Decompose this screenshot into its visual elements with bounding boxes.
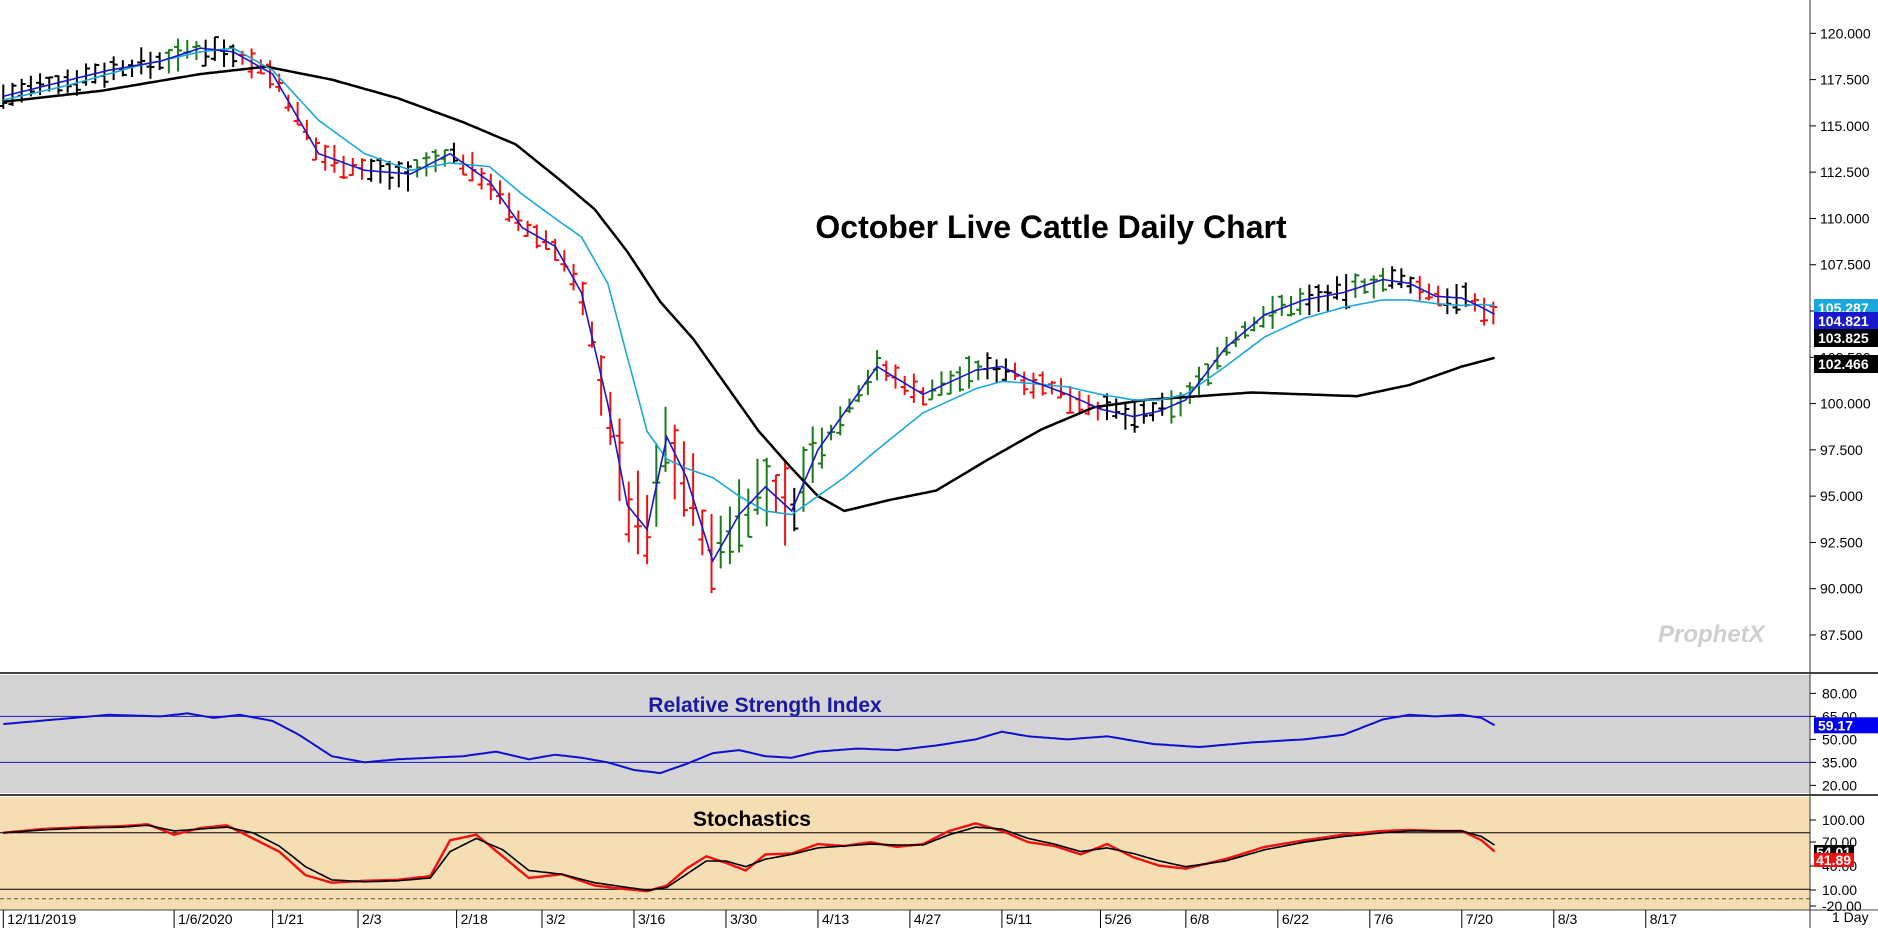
x-tick-label: 5/11: [1006, 911, 1032, 927]
chart-title: October Live Cattle Daily Chart: [815, 209, 1287, 245]
stochastics-tick-label: -20.00: [1822, 898, 1862, 914]
x-tick-label: 1/21: [277, 911, 304, 927]
price-tick-label: 97.500: [1820, 442, 1863, 458]
x-tick-label: 1/6/2020: [178, 911, 233, 927]
rsi-panel: [0, 675, 1810, 793]
rsi-tick-label: 50.00: [1822, 731, 1857, 747]
price-tick-label: 120.000: [1820, 25, 1871, 41]
rsi-line: [3, 712, 1496, 775]
price-tag: [1814, 312, 1878, 330]
price-tag-label: 104.821: [1818, 313, 1869, 329]
rsi-background: [0, 675, 1810, 793]
indicator-lines: [3, 47, 1496, 893]
price-tag: [1814, 355, 1878, 373]
ma-fast-line: [3, 47, 1495, 563]
x-tick-label: 7/20: [1466, 911, 1493, 927]
x-tick-label: 8/3: [1558, 911, 1578, 927]
stochastics-value-tag: [1814, 853, 1854, 867]
price-tag: [1814, 329, 1878, 347]
price-tick-label: 87.500: [1820, 627, 1863, 643]
x-tick-label: 3/16: [638, 911, 665, 927]
price-tick-label: 110.000: [1820, 210, 1870, 226]
rsi-tick-label: 20.00: [1822, 777, 1857, 793]
ma-medium-line: [3, 47, 1495, 516]
ma-slow-line: [3, 65, 1495, 513]
stochastics-k-line: [3, 822, 1496, 893]
rsi-tick-label: 35.00: [1822, 754, 1857, 770]
x-tick-label: 2/18: [461, 911, 488, 927]
x-tick-label: 5/26: [1104, 911, 1131, 927]
stochastics-tick-label: 10.00: [1822, 882, 1857, 898]
x-tick-label: 4/27: [914, 911, 941, 927]
price-tick-label: 90.000: [1820, 581, 1863, 597]
price-tick-label: 107.500: [1820, 257, 1871, 273]
x-tick-label: 8/17: [1650, 911, 1677, 927]
stochastics-title: Stochastics: [693, 808, 811, 831]
timeframe-label: 1 Day: [1832, 909, 1869, 925]
x-tick-label: 12/11/2019: [7, 911, 76, 927]
price-tag-label: 102.466: [1818, 356, 1869, 372]
x-tick-label: 2/3: [362, 911, 382, 927]
stochastics-background: [0, 797, 1810, 910]
price-tag-label: 103.825: [1818, 330, 1869, 346]
stochastics-tick-label: 100.00: [1822, 812, 1865, 828]
stochastics-d-line: [3, 824, 1496, 892]
price-tick-label: 112.500: [1820, 164, 1870, 180]
prophetx-watermark: ProphetX: [1658, 621, 1767, 648]
price-tick-label: 117.500: [1820, 72, 1870, 88]
x-tick-label: 4/13: [822, 911, 849, 927]
stochastics-value-label: 41.89: [1816, 852, 1851, 868]
rsi-value-tag: [1814, 717, 1878, 734]
rsi-title: Relative Strength Index: [648, 694, 882, 717]
x-tick-label: 3/2: [546, 911, 566, 927]
rsi-value-label: 59.17: [1818, 717, 1853, 733]
price-tick-label: 100.000: [1820, 396, 1871, 412]
stochastics-panel: [0, 797, 1810, 910]
x-tick-label: 3/30: [730, 911, 757, 927]
price-tick-label: 92.500: [1820, 534, 1863, 550]
price-tick-label: 115.000: [1820, 118, 1870, 134]
x-tick-label: 6/8: [1190, 911, 1210, 927]
x-tick-label: 6/22: [1282, 911, 1309, 927]
x-tick-label: 7/6: [1374, 911, 1394, 927]
price-tick-label: 95.000: [1820, 488, 1863, 504]
price-bars: [0, 36, 1498, 594]
rsi-tick-label: 80.00: [1822, 685, 1857, 701]
